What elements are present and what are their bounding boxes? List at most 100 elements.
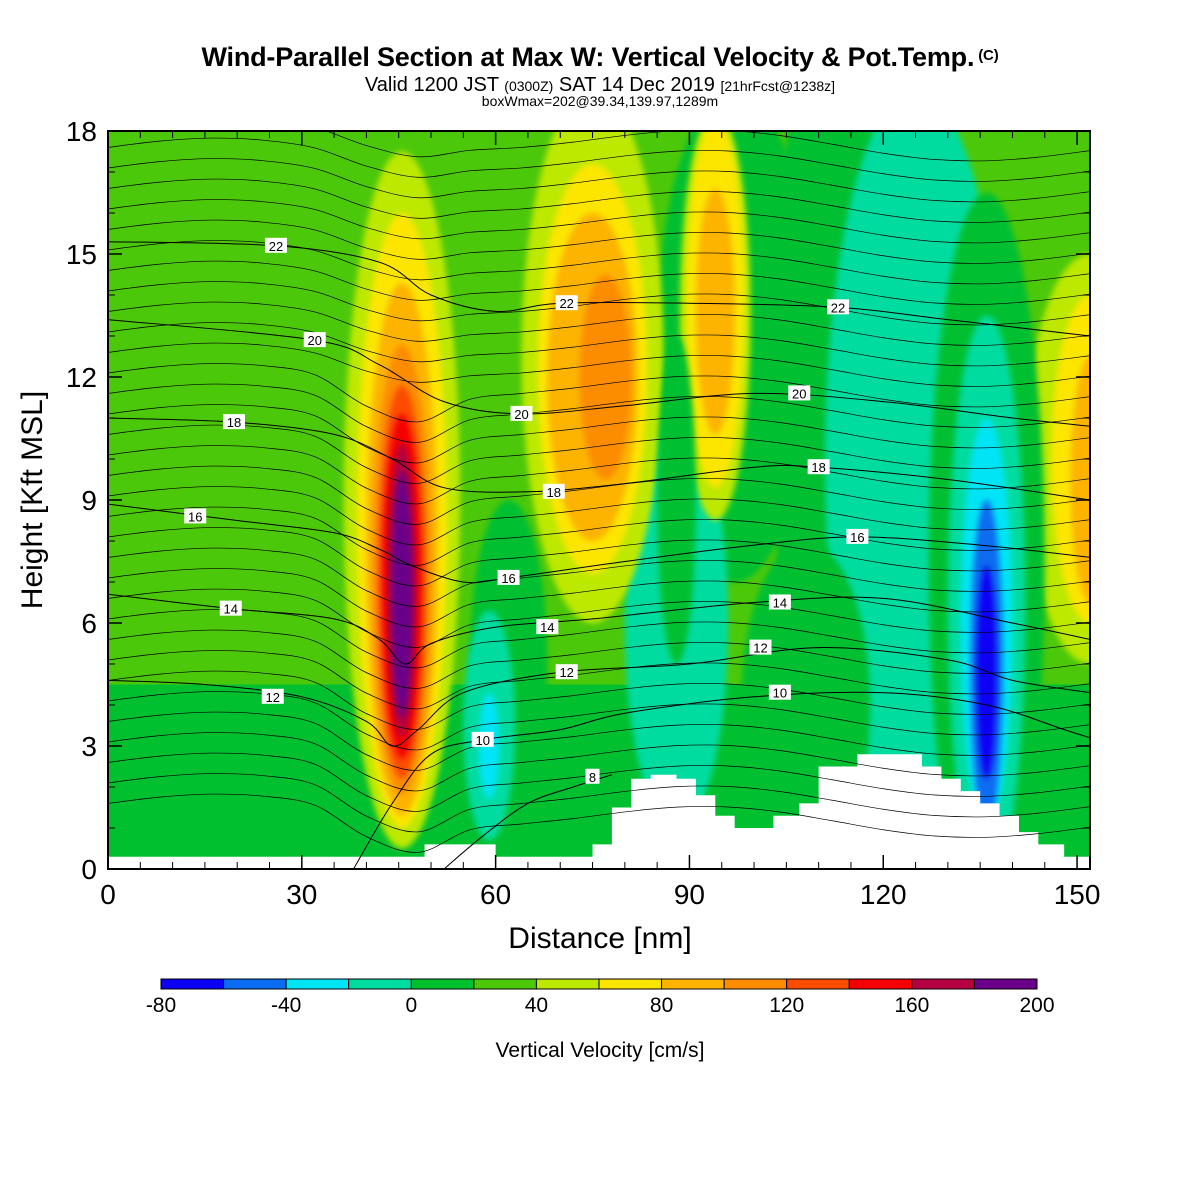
colorbar-tick-label: 40 [525,994,548,1017]
colorbar-swatch [285,978,350,990]
contour-label-text: 14 [540,620,554,635]
contour-label: 10 [768,684,791,701]
theta-contour-minor [108,424,1090,484]
contour-label-text: 22 [831,300,845,315]
contour-label-text: 22 [269,239,283,254]
y-tick-label: 15 [66,239,97,270]
contour-label-text: 20 [514,407,528,422]
contour-label: 20 [510,405,533,422]
theta-contour-minor [108,363,1090,423]
contour-label: 12 [261,688,284,705]
velocity-cell-17 [579,274,632,480]
colorbar-tick-label: -80 [146,994,176,1017]
y-tick-label: 6 [81,608,97,639]
theta-contour-minor [108,527,1090,587]
colorbar-swatch [348,978,412,990]
x-tick-label: 150 [1054,879,1101,910]
chart-subtitle: Valid 1200 JST (0300Z) SAT 14 Dec 2019 [… [0,74,1200,97]
y-tick-label: 0 [81,854,97,885]
contour-label-text: 22 [559,296,573,311]
colorbar-swatch [410,978,475,990]
contour-label: 12 [555,664,578,680]
theta-contour-minor [108,404,1090,464]
contour-label: 20 [303,332,326,348]
contour-label: 22 [264,237,287,254]
contour-label-text: 20 [308,333,322,348]
colorbar: -80 -40 0 40 80 120 160 200 [146,978,1055,1017]
contour-labels: 8 10 12 14 16 18 20 22 22 20 22 18 20 18 16 16 14 14 12 12 1… [184,237,869,785]
theta-contour-minor [108,773,1090,833]
contour-label: 16 [846,528,869,545]
theta-contour-minor [108,322,1090,367]
theta-contour-minor [108,547,1090,607]
y-axis-label: Height [Kft MSL] [16,391,49,609]
theta-contour-22 [108,241,1090,337]
velocity-cell-28 [976,565,997,779]
x-tick-label: 0 [100,879,116,910]
velocity-cell-13 [391,471,413,718]
x-tick-label: 30 [286,879,317,910]
theta-contour-minor [108,629,1090,689]
colorbar-swatch [723,978,788,990]
contour-label-text: 14 [224,602,238,617]
theta-contour-minor [108,486,1090,546]
colorbar-tick-label: 80 [650,994,673,1017]
theta-contour-minor [108,609,1090,669]
contour-label: 16 [184,508,207,524]
colorbar-swatch [786,978,850,990]
contour-label-text: 16 [188,509,202,524]
theta-contour-10 [353,691,1090,869]
theta-contour-minor [108,793,1090,853]
theta-contour-20 [108,319,1090,427]
contour-label: 14 [219,600,242,617]
y-tick-label: 18 [66,116,97,147]
contour-label-text: 12 [266,690,280,705]
contour-label: 22 [555,295,578,311]
y-tick-label: 9 [81,485,97,516]
contour-label: 14 [768,594,791,611]
axes: 0 30 60 90 120 150 0 3 6 9 12 15 18 [66,116,1101,910]
contour-label-text: 14 [773,596,787,611]
box-label: boxWmax=202@39.34,139.97,1289m [481,93,719,109]
theta-contour-minor [108,260,1090,305]
colorbar-tick-label: 160 [894,994,929,1017]
theta-contour-minor [108,711,1090,771]
theta-contour-minor [108,281,1090,326]
colorbar-swatch [911,978,975,990]
colorbar-swatch [973,978,1038,990]
x-tick-label: 120 [860,879,907,910]
contour-label-text: 18 [547,485,561,500]
contour-label: 18 [542,483,565,500]
theta-contour-minor [108,137,1090,182]
contour-label: 14 [536,619,559,635]
terrain [108,754,1090,869]
copyright-mark: (C) [978,47,999,64]
contour-label: 18 [222,414,245,430]
theta-contour-minor [108,158,1090,203]
theta-contour-minor [108,301,1090,346]
contour-label-text: 16 [850,530,864,545]
theta-contour-minor [108,178,1090,223]
utc-label: (0300Z) [504,78,554,94]
x-tick-label: 90 [674,879,705,910]
theta-contour-minor [108,199,1090,244]
contour-label: 16 [497,569,520,586]
theta-contour-minor [108,219,1090,264]
terrain-fill [108,754,1090,869]
colorbar-swatch [848,978,913,990]
colorbar-tick-label: 200 [1019,994,1054,1017]
theta-contour-minor [108,342,1090,387]
theta-contour-minor [108,383,1090,443]
theta-contour-minor [325,131,1090,162]
colorbar-swatch [661,978,725,990]
colorbar-swatch [598,978,663,990]
colorbar-swatch [535,978,600,990]
y-tick-label: 12 [66,362,97,393]
contour-label: 12 [749,639,772,656]
contour-label-text: 10 [475,733,489,748]
contour-label: 20 [788,385,811,401]
theta-contour-minor [108,588,1090,648]
contour-label-text: 10 [773,686,787,701]
theta-contour-minor [108,506,1090,566]
